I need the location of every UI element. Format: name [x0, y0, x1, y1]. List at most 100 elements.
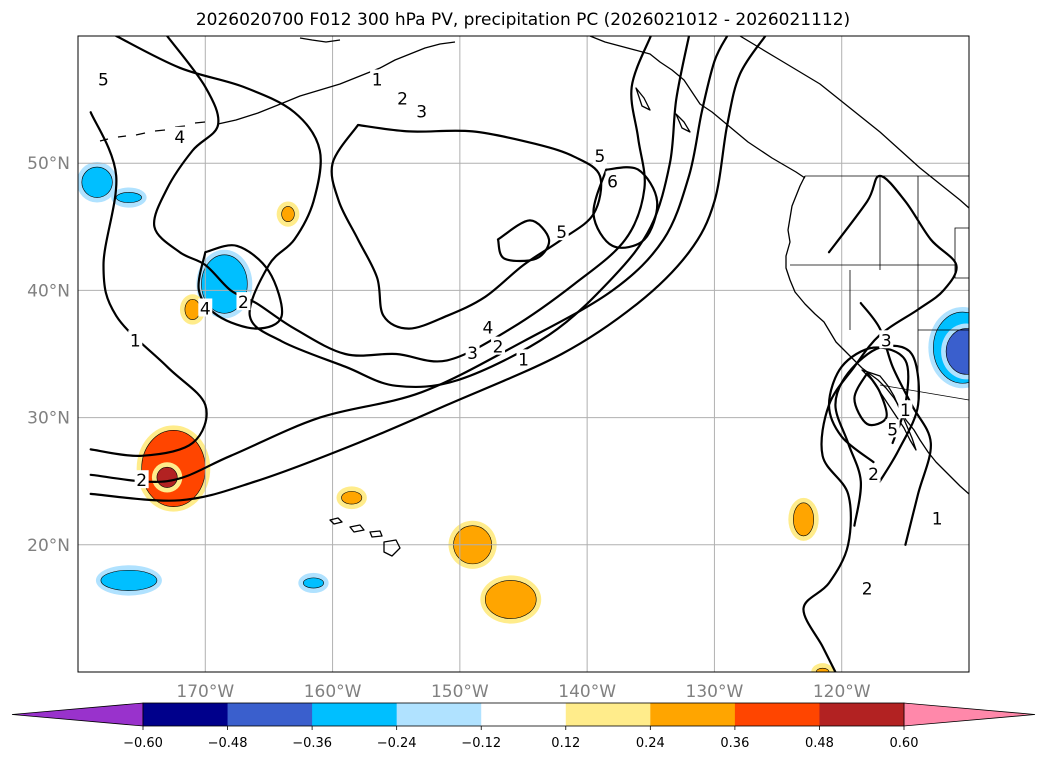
pv-contour-2 [834, 344, 920, 527]
pv-contour-label: 2 [136, 471, 147, 491]
pv-label-bg [134, 470, 149, 489]
pv-label-bg [554, 222, 569, 241]
colorbar-tick-label: 0.24 [636, 736, 665, 751]
precip-region [81, 166, 113, 198]
pv-contour-label: 4 [174, 128, 185, 148]
precip-region [485, 580, 537, 619]
colorbar-tick-label: −0.36 [292, 736, 332, 751]
pv-contour-label: 3 [881, 331, 892, 351]
pv-contour-label: 2 [868, 465, 879, 485]
lon-tick-label: 160°W [304, 682, 362, 702]
latitude-tick-labels: 50°N 40°N 30°N 20°N [27, 154, 70, 556]
colorbar-extend-low [11, 702, 144, 727]
chart-title: 2026020700 F012 300 hPa PV, precipitatio… [196, 10, 850, 30]
pv-contour-3 [115, 36, 691, 389]
pv-contours [89, 36, 958, 672]
precip-region [815, 667, 830, 672]
pv-label-bg [395, 88, 410, 107]
pv-contour-label: 1 [900, 401, 911, 421]
pv-label-bg [592, 145, 607, 164]
pv-contour-label: 5 [594, 147, 605, 167]
us-state-borders [790, 176, 969, 401]
pv-contour-label: 5 [887, 420, 898, 440]
map-frame [77, 35, 970, 673]
pv-label-bg [128, 330, 143, 349]
lat-tick-label: 40°N [27, 281, 70, 301]
longitude-tick-labels: 170°W 160°W 150°W 140°W 130°W 120°W [176, 682, 870, 702]
pv-contour-label: 2 [397, 90, 408, 110]
pv-contour-label: 6 [607, 172, 618, 192]
pv-contour-label: 5 [98, 71, 109, 91]
pv-label-bg [930, 508, 945, 527]
precip-region [945, 328, 969, 375]
pv-contour-5 [330, 123, 603, 330]
colorbar-segment [734, 703, 820, 726]
colorbar-segment [143, 703, 229, 726]
precip-region [184, 299, 201, 320]
pv-contour-label: 5 [556, 223, 567, 243]
pv-label-bg [370, 69, 385, 88]
lon-tick-label: 130°W [686, 682, 744, 702]
gridlines [78, 36, 969, 672]
colorbar-tick-label: 0.12 [551, 736, 580, 751]
pv-label-bg [879, 330, 894, 349]
pv-label-bg [860, 578, 875, 597]
colorbar-segment [819, 703, 905, 726]
southeast-alaska-coast [589, 36, 806, 179]
pv-label-bg [885, 419, 900, 438]
precip-region [115, 192, 142, 203]
north-america-interior-outline [739, 36, 969, 209]
lat-tick-label: 20°N [27, 536, 70, 556]
lon-tick-label: 150°W [431, 682, 489, 702]
precip-region [100, 569, 158, 591]
pv-label-bg [516, 349, 531, 368]
pv-contour-6 [592, 166, 659, 249]
alaska-peninsula-coast [217, 41, 456, 125]
pv-contour-label: 4 [200, 299, 211, 319]
colorbar-segment [227, 703, 313, 726]
pv-contour-1 [89, 111, 208, 457]
colorbar-tick-label: −0.60 [123, 736, 163, 751]
gulf-of-alaska-islands [635, 87, 691, 133]
pv-contour-5 [496, 219, 551, 263]
pv-contour-5 [853, 372, 888, 427]
pv-contour-label: 2 [238, 293, 249, 313]
pv-contour-1 [89, 36, 767, 502]
precip-region-halo [811, 663, 834, 672]
pv-contour-label: 3 [416, 102, 427, 122]
colorbar-tick-label: 0.60 [890, 736, 919, 751]
pv-contour-label: 4 [482, 319, 493, 339]
lon-tick-label: 140°W [558, 682, 616, 702]
hawaiian-islands [329, 517, 401, 557]
pv-label-bg [480, 317, 495, 336]
pv-label-bg [172, 126, 187, 145]
pv-contour-label: 3 [467, 344, 478, 364]
colorbar-segment [565, 703, 651, 726]
pv-label-bg [236, 292, 251, 311]
lon-tick-label: 170°W [176, 682, 234, 702]
pv-label-bg [898, 400, 913, 419]
pv-label-bg [198, 298, 213, 317]
north-america-west-coast [785, 175, 969, 495]
pv-contour-label: 1 [518, 350, 529, 370]
colorbar-tick-label: 0.36 [720, 736, 749, 751]
precip-region [156, 466, 178, 488]
precip-region [281, 206, 295, 223]
pv-contour-label: 1 [372, 71, 383, 91]
precip-region [793, 502, 815, 537]
colorbar-tick-label: −0.12 [461, 736, 501, 751]
colorbar: −0.60 −0.48 −0.36 −0.24 −0.12 0.12 0.24 0.36 0.4… [11, 702, 1036, 751]
pv-label-bg [414, 101, 429, 120]
pv-contour-2 [197, 244, 284, 330]
colorbar-segment [312, 703, 398, 726]
pv-contour-4 [152, 36, 652, 363]
pv-label-bg [866, 463, 881, 482]
colorbar-tick-label: −0.24 [377, 736, 417, 751]
pv-label-bg [605, 171, 620, 190]
colorbar-frame [142, 702, 905, 727]
lon-tick-label: 120°W [813, 682, 871, 702]
colorbar-tick-label: −0.48 [208, 736, 248, 751]
precip-region [302, 577, 324, 589]
